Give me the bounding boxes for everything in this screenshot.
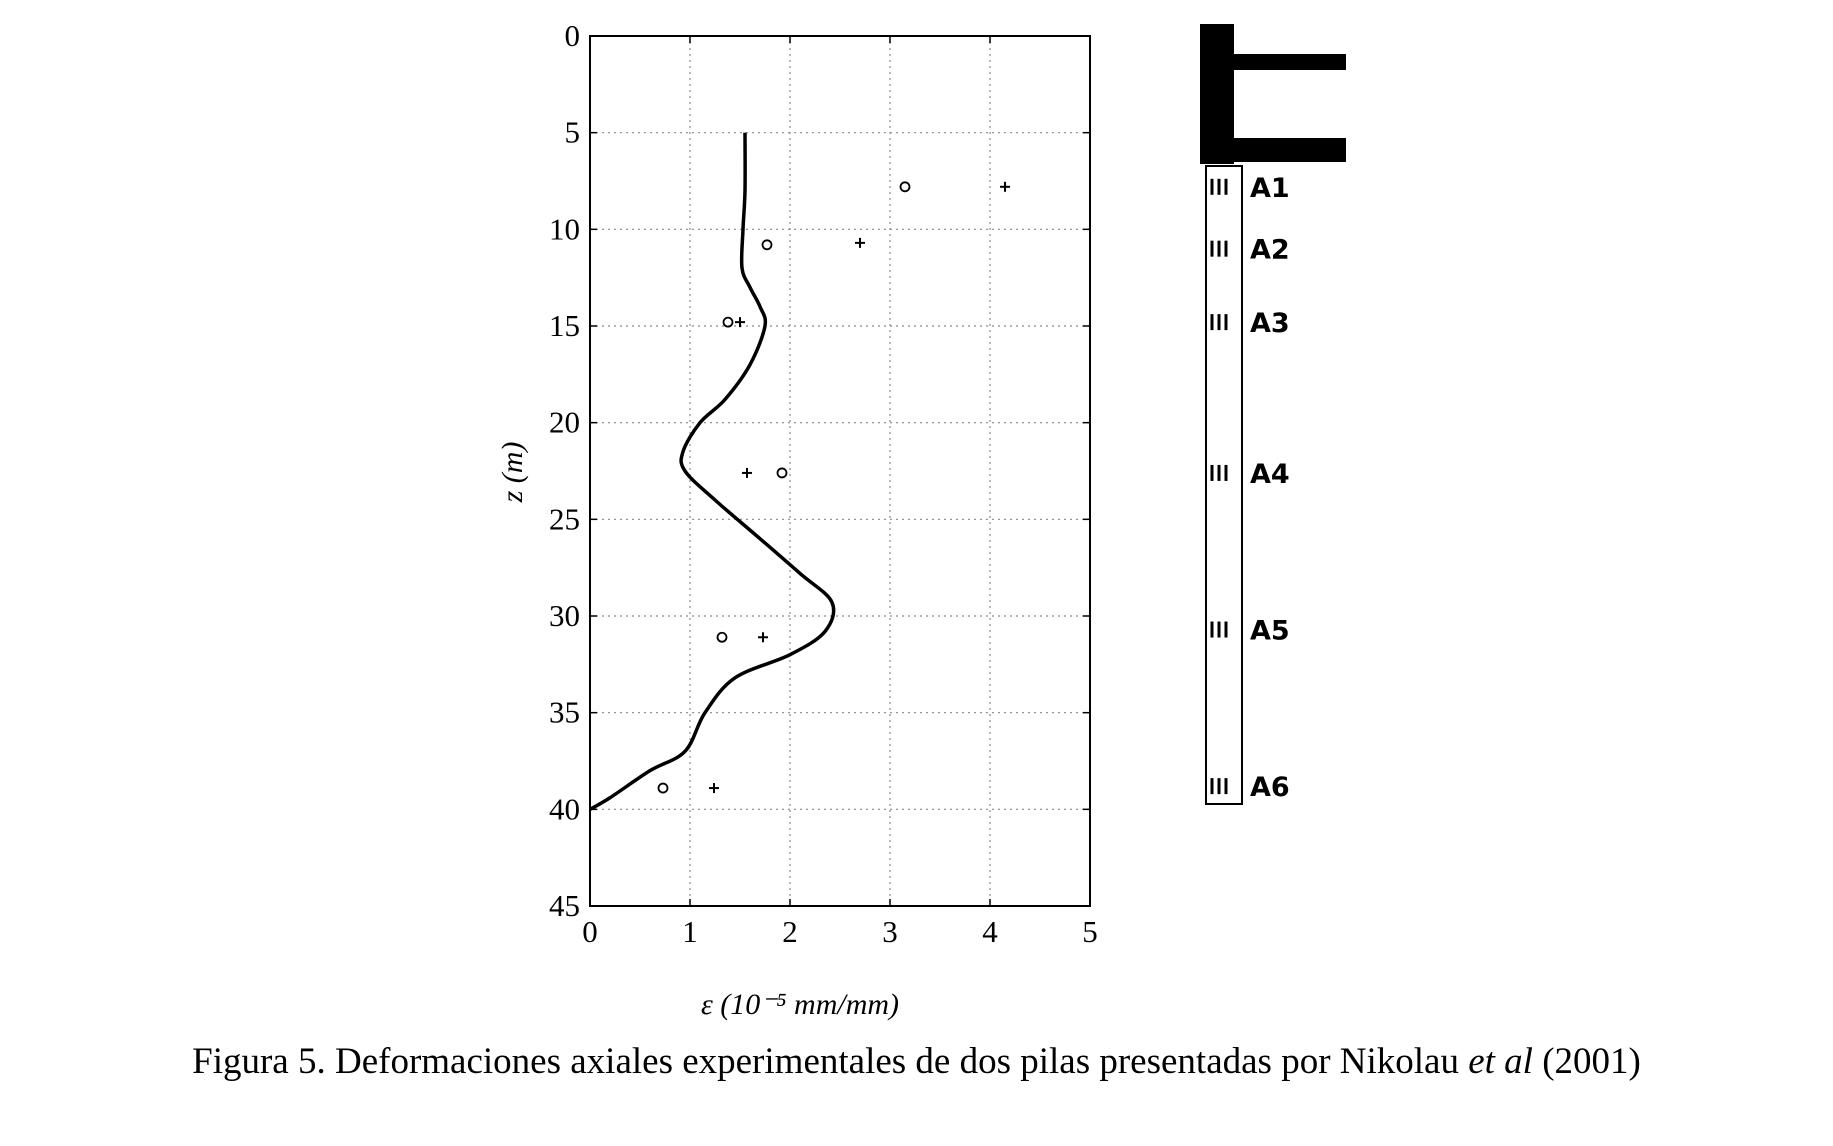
y-axis-label: z (m) bbox=[496, 442, 529, 504]
y-axis-ticks: 0 5 10 15 20 25 30 35 40 45 bbox=[549, 18, 1090, 923]
plus-marker bbox=[758, 632, 768, 643]
y-tick-label: 20 bbox=[549, 405, 580, 440]
x-axis-label: ε (10⁻⁵ mm/mm) bbox=[701, 988, 899, 1021]
figure-caption: Figura 5. Deformaciones axiales experime… bbox=[0, 1040, 1833, 1083]
y-tick-label: 25 bbox=[549, 501, 580, 536]
x-tick-label: 3 bbox=[882, 914, 898, 949]
x-tick-label: 5 bbox=[1082, 914, 1098, 949]
plus-marker bbox=[855, 237, 865, 248]
x-axis-ticks: 0 1 2 3 4 5 bbox=[582, 36, 1098, 949]
plus-marker bbox=[742, 467, 752, 478]
y-tick-label: 35 bbox=[549, 695, 580, 730]
x-tick-label: 1 bbox=[682, 914, 698, 949]
strain-gauge-a2: A2 bbox=[1210, 235, 1290, 266]
chart-series bbox=[589, 132, 1010, 811]
circle-marker bbox=[899, 181, 911, 193]
plot-frame bbox=[589, 35, 1091, 907]
y-tick-label: 0 bbox=[565, 18, 581, 53]
caption-text: Figura 5. Deformaciones axiales experime… bbox=[192, 1041, 1469, 1082]
strain-gauge-a5: A5 bbox=[1210, 616, 1290, 647]
circle-marker bbox=[716, 631, 728, 643]
circle-marker bbox=[722, 316, 734, 328]
strain-gauge-a1: A1 bbox=[1210, 173, 1290, 204]
x-tick-label: 0 bbox=[582, 914, 598, 949]
gauge-label: A5 bbox=[1250, 616, 1290, 647]
gauge-label: A4 bbox=[1250, 459, 1290, 490]
pile-shaft bbox=[1205, 165, 1243, 805]
circle-marker bbox=[761, 239, 773, 251]
y-tick-label: 5 bbox=[565, 115, 581, 150]
pile-cap-lower-arm bbox=[1228, 138, 1346, 162]
x-tick-label: 2 bbox=[782, 914, 798, 949]
y-tick-label: 45 bbox=[549, 888, 580, 923]
plus-marker bbox=[1000, 181, 1010, 192]
strain-gauge-a4: A4 bbox=[1210, 459, 1290, 490]
y-tick-label: 40 bbox=[549, 791, 580, 826]
pile-cap-upper-arm bbox=[1228, 54, 1346, 70]
circle-marker bbox=[776, 467, 788, 479]
strain-curve-line bbox=[589, 132, 836, 811]
strain-gauge-a3: A3 bbox=[1210, 308, 1290, 339]
caption-year: (2001) bbox=[1532, 1041, 1641, 1082]
strain-gauges: A1 A2 A3 A4 A5 A6 bbox=[1210, 173, 1290, 803]
caption-et-al: et al bbox=[1468, 1041, 1533, 1082]
y-tick-label: 15 bbox=[549, 308, 580, 343]
pile-diagram: A1 A2 A3 A4 A5 A6 bbox=[1200, 24, 1346, 805]
chart-grid bbox=[590, 36, 1090, 906]
y-tick-label: 30 bbox=[549, 598, 580, 633]
plus-marker bbox=[709, 783, 719, 794]
gauge-label: A2 bbox=[1250, 235, 1290, 266]
gauge-label: A3 bbox=[1250, 308, 1290, 339]
strain-gauge-a6: A6 bbox=[1210, 772, 1290, 803]
x-tick-label: 4 bbox=[982, 914, 998, 949]
gauge-label: A6 bbox=[1250, 772, 1290, 803]
gauge-label: A1 bbox=[1250, 173, 1290, 204]
y-tick-label: 10 bbox=[549, 211, 580, 246]
circle-marker bbox=[657, 782, 669, 794]
plus-marker bbox=[735, 317, 745, 328]
